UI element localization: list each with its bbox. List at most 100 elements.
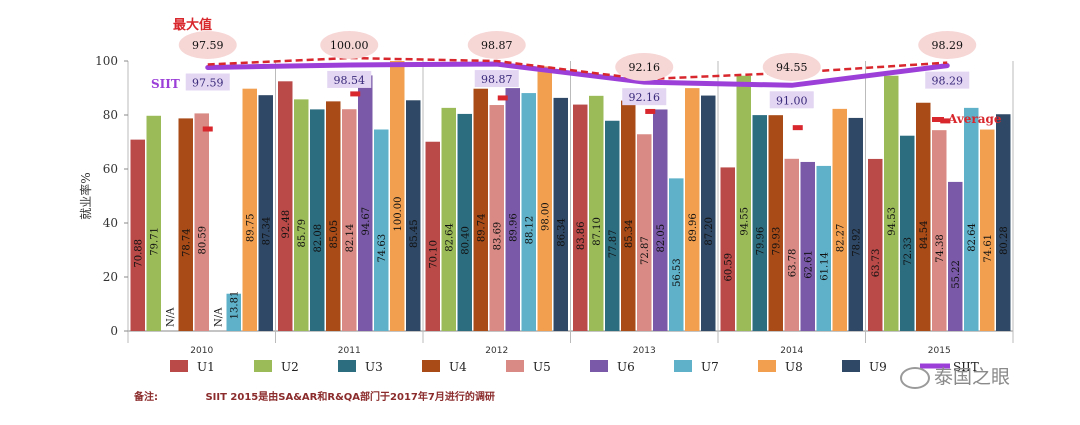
bar-label: 94.53 (887, 207, 898, 236)
x-tick-label: 2013 (633, 346, 656, 356)
siit-value-label: 98.87 (481, 73, 513, 86)
siit-value-box (474, 70, 519, 88)
bar-label: 79.71 (149, 227, 160, 256)
bar-U8-2012 (537, 66, 552, 332)
bar-label: 79.96 (755, 227, 766, 256)
x-tick-label: 2011 (338, 346, 361, 356)
footnote: 备注: SIIT 2015是由SA&AR和R&QA部门于2017年7月进行的调研 (134, 388, 495, 403)
bar-label: 63.78 (787, 249, 798, 278)
bar-U9-2014 (848, 117, 863, 331)
average-marker (792, 125, 803, 131)
bar-label: 89.75 (245, 214, 256, 243)
siit-value-label: 92.16 (629, 91, 661, 104)
bar-label: 94.55 (739, 207, 750, 236)
bar-label: 89.96 (508, 213, 519, 242)
average-marker (645, 108, 656, 114)
bar-U7-2011 (374, 129, 389, 331)
bar-label: 78.74 (181, 228, 192, 257)
bar-label: 87.20 (704, 217, 715, 246)
legend-label-U1: U1 (197, 360, 215, 374)
siit-value-label: 98.54 (334, 74, 366, 87)
bar-U4-2010 (178, 118, 193, 331)
bar-U8-2010 (242, 88, 257, 331)
bar-U4-2014 (768, 115, 783, 332)
bar-label: 80.28 (999, 226, 1010, 255)
bar-label: 89.96 (688, 213, 699, 242)
y-tick-label: 0 (110, 324, 118, 338)
bar-U6-2012 (505, 88, 520, 331)
watermark-text: 泰国之眼 (934, 366, 1011, 388)
bar-U7-2013 (669, 178, 684, 331)
siit-line (205, 61, 950, 88)
bar-U1-2014 (720, 167, 735, 331)
siit-value-label: 97.59 (192, 77, 224, 90)
bar-label: 70.10 (428, 240, 439, 269)
legend-label-U4: U4 (449, 360, 467, 374)
siit-value-box (622, 88, 667, 106)
bar-U5-2011 (342, 109, 357, 331)
legend-swatch-U5 (506, 360, 524, 372)
bar-label: 82.27 (835, 224, 846, 253)
bar-label: 80.59 (197, 226, 208, 255)
x-tick-label: 2010 (190, 346, 213, 356)
bar-U9-2013 (701, 95, 716, 331)
bar-U5-2014 (784, 158, 799, 331)
bar-U2-2010 (146, 115, 161, 332)
bar-U4-2015 (916, 102, 931, 331)
siit-value-label: 98.29 (932, 75, 964, 88)
bar-label: 87.10 (592, 217, 603, 246)
bar-U7-2010 (226, 293, 241, 331)
bar-U3-2013 (605, 120, 620, 331)
y-tick-label: 20 (103, 270, 118, 284)
legend-swatch-U1 (170, 360, 188, 372)
bar-U2-2012 (441, 107, 456, 331)
bar-label: 83.86 (576, 221, 587, 250)
max-value-bubble (320, 31, 379, 59)
legend-label-SIIT: SIIT (953, 360, 979, 374)
legend-swatch-U6 (590, 360, 608, 372)
legend-label-U6: U6 (617, 360, 635, 374)
y-tick-label: 100 (95, 54, 118, 68)
average-marker (497, 95, 508, 101)
bar-label: 77.87 (608, 230, 619, 259)
legend-label-U8: U8 (785, 360, 803, 374)
bar-label: 85.79 (297, 219, 308, 248)
bar-U8-2014 (832, 108, 847, 331)
bar-U8-2013 (685, 88, 700, 331)
siit-series-tag: SIIT (151, 77, 180, 91)
bar-U1-2011 (278, 81, 293, 331)
bar-U3-2015 (900, 135, 915, 331)
x-tick-label: 2015 (928, 346, 951, 356)
y-axis-title: 就业率% (78, 172, 93, 219)
legend-label-U5: U5 (533, 360, 551, 374)
bar-U9-2015 (996, 114, 1011, 331)
bar-U6-2014 (800, 161, 815, 331)
bar-U7-2012 (521, 93, 536, 332)
bar-U3-2014 (752, 115, 767, 331)
bar-label: 85.34 (624, 219, 635, 248)
bar-label: 74.61 (983, 234, 994, 263)
legend-label-U7: U7 (701, 360, 719, 374)
bar-U2-2014 (736, 75, 751, 331)
bar-label: 89.74 (476, 214, 487, 243)
bar-U1-2010 (130, 139, 145, 331)
y-tick-label: 60 (103, 162, 118, 176)
footnote-key: 备注: (134, 392, 158, 403)
legend-swatch-U2 (254, 360, 272, 372)
watermark: 泰国之眼 (900, 362, 1010, 389)
max-value-bubble (467, 31, 526, 59)
bar-U9-2011 (406, 100, 421, 331)
bar-label: 87.34 (261, 217, 272, 246)
bar-label: 82.64 (967, 223, 978, 252)
max-value-label: 98.87 (481, 39, 513, 52)
bar-U5-2010 (194, 113, 209, 331)
bar-label-na: N/A (213, 307, 224, 327)
bar-label: 83.69 (492, 222, 503, 251)
max-value-label: 97.59 (192, 39, 224, 52)
y-tick-label: 80 (103, 108, 118, 122)
bar-label: 79.93 (771, 227, 782, 256)
average-marker (202, 126, 213, 132)
bar-label: 88.12 (524, 216, 535, 245)
siit-value-box (327, 70, 372, 88)
